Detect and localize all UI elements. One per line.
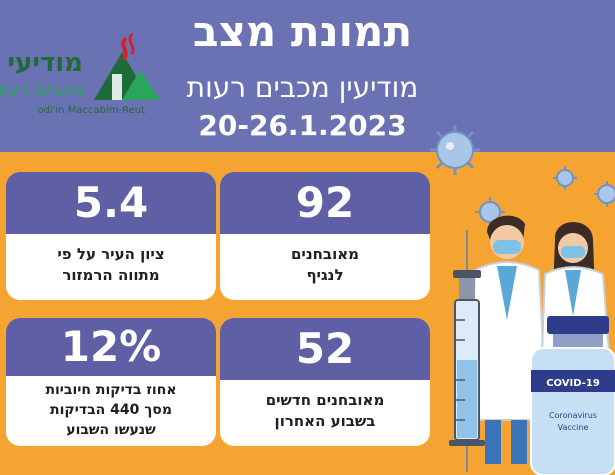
virus-icon — [430, 125, 480, 175]
logo-english-name: odi'in Maccabim-Reut — [37, 105, 145, 116]
syringe-icon — [449, 230, 485, 472]
stat-value: 52 — [220, 318, 430, 380]
logo-hebrew-name: מודיעי — [7, 48, 83, 78]
stat-label-line: ציון העיר על פי — [57, 245, 165, 263]
doctors-vaccine-illustration: COVID-19 Coronavirus Vaccine — [430, 125, 615, 475]
virus-icon — [594, 181, 615, 207]
stat-value: 5.4 — [6, 172, 216, 234]
municipality-logo: מודיעי מכבים רעוו odi'in Maccabim-Reut — [0, 30, 165, 125]
stat-value: 92 — [220, 172, 430, 234]
stat-label-line: מאובחנים — [290, 245, 360, 263]
stat-label-line: אחוז בדיקות חיוביות — [45, 382, 177, 398]
city-name: מודיעין מכבים רעות — [186, 71, 419, 104]
stat-label-line: מתווה הרמזור — [62, 266, 160, 284]
page-title: תמונת מצב — [192, 7, 413, 56]
stat-label: מאובחנים חדשים בשבוע האחרון — [220, 380, 430, 432]
stat-label: אחוז בדיקות חיוביות מסך 440 הבדיקות שנעש… — [6, 376, 216, 440]
stat-card-new-cases: 92 מאובחנים לנגיף — [220, 172, 430, 300]
stat-label: ציון העיר על פי מתווה הרמזור — [6, 234, 216, 286]
stat-label-line: בשבוע האחרון — [274, 412, 376, 430]
logo-mark-icon — [94, 33, 160, 100]
stat-value: 12% — [6, 318, 216, 376]
date-range: 20-26.1.2023 — [198, 109, 407, 142]
vial-sub-label: Vaccine — [558, 423, 589, 432]
logo-hebrew-subname: מכבים רעוו — [0, 80, 83, 101]
stat-label-line: מאובחנים חדשים — [265, 391, 385, 409]
stat-card-city-score: 5.4 ציון העיר על פי מתווה הרמזור — [6, 172, 216, 300]
stat-card-weekly-new: 52 מאובחנים חדשים בשבוע האחרון — [220, 318, 430, 446]
stat-label: מאובחנים לנגיף — [220, 234, 430, 286]
stat-label-line: שנעשו השבוע — [66, 422, 156, 438]
header-band: מודיעי מכבים רעוו odi'in Maccabim-Reut ת… — [0, 0, 615, 152]
vaccine-vial-icon: COVID-19 Coronavirus Vaccine — [530, 316, 615, 475]
stat-label-line: לנגיף — [306, 266, 344, 284]
vial-label: COVID-19 — [546, 378, 600, 389]
stat-label-line: מסך 440 הבדיקות — [50, 402, 172, 418]
stat-card-positive-rate: 12% אחוז בדיקות חיוביות מסך 440 הבדיקות … — [6, 318, 216, 446]
vial-sub-label: Coronavirus — [549, 411, 597, 420]
virus-icon — [553, 166, 577, 190]
